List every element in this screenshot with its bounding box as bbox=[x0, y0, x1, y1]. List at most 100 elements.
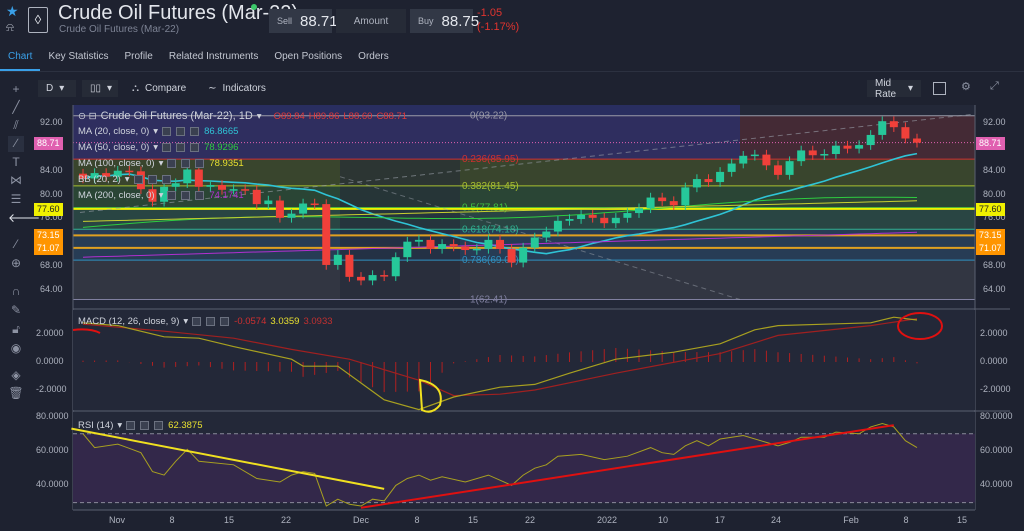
rsi-trendline bbox=[71, 427, 385, 490]
gear-icon[interactable] bbox=[176, 127, 186, 136]
close-icon[interactable] bbox=[161, 175, 171, 184]
candle bbox=[565, 219, 574, 221]
chevron-down-icon[interactable]: ▾ bbox=[117, 420, 123, 431]
candle bbox=[484, 239, 493, 249]
trash-icon[interactable]: 🗑︎ bbox=[8, 386, 24, 400]
date-axis-label: 15 bbox=[956, 515, 968, 525]
gear-icon[interactable] bbox=[176, 143, 186, 152]
amount-input[interactable]: Amount bbox=[336, 9, 406, 33]
price-badge-left: 88.71 bbox=[34, 136, 63, 150]
chart-type-dropdown[interactable]: ▯▯ ▾ bbox=[82, 80, 118, 97]
chevron-down-icon[interactable]: ▾ bbox=[153, 142, 159, 153]
gear-icon[interactable] bbox=[140, 421, 150, 430]
tab-related-instruments[interactable]: Related Instruments bbox=[168, 51, 259, 62]
eye-icon[interactable] bbox=[167, 159, 177, 168]
drawing-toolbar: + ╱ ⫽ ∕ T ⋈ ☰ 🡐 ⁄ ⊕ ∩ ✎ 🔓︎ ◉ ◈ 🗑︎ bbox=[0, 80, 40, 531]
fib-trend-dashed bbox=[79, 113, 976, 213]
chevron-down-icon[interactable]: ▾ bbox=[183, 316, 189, 327]
candle bbox=[90, 173, 99, 179]
tab-key-statistics[interactable]: Key Statistics bbox=[48, 51, 109, 62]
candle bbox=[160, 186, 169, 202]
price-axis-label-left: 68.00 bbox=[40, 260, 63, 271]
study-label: MA (200, close, 0) bbox=[78, 190, 155, 201]
macd-hist-value: -0.0574 bbox=[234, 316, 267, 327]
date-axis-label: 17 bbox=[714, 515, 726, 525]
close-icon[interactable] bbox=[195, 191, 205, 200]
candle bbox=[808, 150, 817, 156]
gear-icon[interactable] bbox=[181, 159, 191, 168]
zoom-in-icon[interactable]: ⊕ bbox=[10, 256, 22, 270]
tab-open-positions[interactable]: Open Positions bbox=[274, 51, 343, 62]
layers-icon[interactable]: ◈ bbox=[11, 368, 21, 382]
trendline-icon[interactable]: ╱ bbox=[12, 100, 20, 114]
magnet-icon[interactable]: ∩ bbox=[11, 284, 21, 298]
eye-icon[interactable] bbox=[133, 175, 143, 184]
collapse-icon[interactable]: ⊙ ⊟ bbox=[78, 110, 97, 122]
eye-icon[interactable]: ◉ bbox=[10, 341, 22, 355]
star-icon[interactable]: ★ bbox=[6, 3, 19, 19]
gear-icon[interactable] bbox=[181, 191, 191, 200]
chevron-down-icon[interactable]: ▾ bbox=[256, 110, 262, 122]
eye-icon[interactable] bbox=[167, 191, 177, 200]
eye-icon[interactable] bbox=[126, 421, 136, 430]
candle bbox=[218, 185, 226, 190]
lock-drawing-icon[interactable]: ✎ bbox=[10, 303, 22, 317]
compare-button[interactable]: ⛬ Compare bbox=[124, 80, 194, 97]
gear-icon[interactable] bbox=[147, 175, 157, 184]
candle bbox=[148, 189, 157, 202]
macd-value: 3.0359 bbox=[270, 316, 300, 327]
close-icon[interactable] bbox=[190, 127, 200, 136]
fib-level-label: 1(62.41) bbox=[470, 294, 507, 305]
ruler-icon[interactable]: ⁄ bbox=[14, 237, 17, 251]
text-icon[interactable]: T bbox=[12, 155, 20, 169]
candle bbox=[183, 169, 192, 184]
candle bbox=[797, 150, 806, 162]
crosshair-icon[interactable]: + bbox=[12, 82, 20, 96]
rate-dropdown[interactable]: Mid Rate ▾ bbox=[867, 78, 921, 100]
indicators-button[interactable]: ∼ Indicators bbox=[200, 80, 274, 97]
rsi-value: 62.3875 bbox=[168, 420, 203, 431]
parallel-channel-icon[interactable]: ⫽ bbox=[13, 118, 19, 132]
pattern-icon[interactable]: ⋈ bbox=[10, 173, 22, 187]
rsi-axis-label-right: 60.0000 bbox=[980, 445, 1013, 455]
low-value: L88.60 bbox=[343, 110, 373, 122]
fullscreen-icon[interactable]: ⤢ bbox=[990, 80, 999, 92]
tab-orders[interactable]: Orders bbox=[358, 51, 389, 62]
tab-chart[interactable]: Chart bbox=[0, 46, 41, 71]
lock-icon[interactable]: 🔓︎ bbox=[12, 322, 20, 336]
eye-icon[interactable] bbox=[192, 317, 202, 326]
date-axis-label: 15 bbox=[223, 515, 235, 525]
chevron-down-icon[interactable]: ▾ bbox=[153, 126, 159, 137]
alert-bell-icon[interactable]: ⍾ bbox=[6, 20, 14, 34]
study-label: MA (100, close, 0) bbox=[78, 158, 155, 169]
chevron-down-icon[interactable]: ▾ bbox=[124, 174, 130, 185]
candle bbox=[461, 246, 470, 251]
candle bbox=[530, 237, 539, 248]
close-icon[interactable] bbox=[190, 143, 200, 152]
close-icon[interactable] bbox=[154, 421, 164, 430]
study-value: 74.1741 bbox=[209, 190, 244, 201]
crosshair-toggle-icon[interactable] bbox=[933, 82, 946, 95]
fibonacci-icon[interactable]: ∕ bbox=[8, 136, 24, 152]
study-value: 86.8665 bbox=[204, 126, 239, 137]
sell-button[interactable]: Sell 88.71 bbox=[269, 9, 338, 33]
fib-levels-icon[interactable]: ☰ bbox=[10, 192, 22, 206]
eye-icon[interactable] bbox=[162, 127, 172, 136]
candle bbox=[507, 248, 516, 263]
macd-axis-label-left: -2.0000 bbox=[36, 384, 67, 394]
study-label: MA (20, close, 0) bbox=[78, 126, 150, 137]
buy-label: Buy bbox=[418, 16, 434, 26]
interval-dropdown[interactable]: D ▾ bbox=[38, 80, 76, 97]
chevron-down-icon[interactable]: ▾ bbox=[158, 158, 164, 169]
close-icon[interactable] bbox=[195, 159, 205, 168]
eye-icon[interactable] bbox=[162, 143, 172, 152]
candle bbox=[588, 214, 597, 218]
tab-profile[interactable]: Profile bbox=[124, 51, 153, 62]
gear-icon[interactable]: ⚙ bbox=[961, 81, 971, 93]
buy-button[interactable]: Buy 88.75 bbox=[410, 9, 479, 33]
chevron-down-icon[interactable]: ▾ bbox=[158, 190, 164, 201]
close-icon[interactable] bbox=[220, 317, 230, 326]
candle bbox=[322, 204, 331, 265]
gear-icon[interactable] bbox=[206, 317, 216, 326]
